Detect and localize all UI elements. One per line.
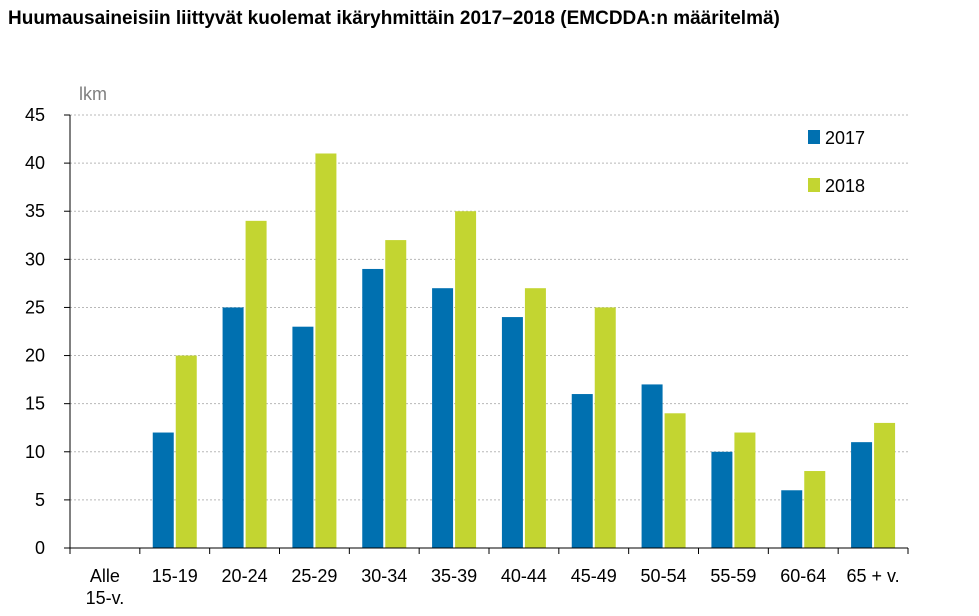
y-tick-label: 30: [25, 249, 45, 269]
legend: 2017 2018: [808, 128, 865, 196]
x-tick-label: 20-24: [222, 566, 268, 586]
bar-2017: [711, 451, 733, 548]
bar-2018: [455, 211, 477, 548]
x-tick-label: 40-44: [501, 566, 547, 586]
x-tick-label: 60-64: [780, 566, 826, 586]
x-tick-label: 15-v.: [86, 588, 125, 608]
bar-2018: [804, 471, 826, 548]
bar-2017: [641, 384, 663, 548]
bar-2018: [524, 288, 546, 548]
bar-2018: [734, 432, 756, 548]
bar-2018: [245, 220, 267, 548]
chart-title: Huumausaineisiin liittyvät kuolemat ikär…: [8, 8, 780, 29]
bar-2017: [152, 432, 174, 548]
y-tick-label: 25: [25, 297, 45, 317]
bar-2017: [501, 317, 523, 548]
y-axis: 0 5 10 15 20 25 30 35 40 45: [25, 105, 71, 558]
legend-label-2018: 2018: [825, 176, 865, 196]
x-tick-label: 50-54: [641, 566, 687, 586]
x-tick-label: 45-49: [571, 566, 617, 586]
y-tick-label: 5: [35, 490, 45, 510]
bar-2018: [594, 307, 616, 548]
bar-2018: [315, 153, 337, 548]
y-tick-label: 20: [25, 346, 45, 366]
x-tick-label: Alle: [90, 566, 120, 586]
bar-2017: [781, 490, 803, 548]
x-tick-label: 25-29: [291, 566, 337, 586]
bar-2018: [874, 422, 896, 548]
legend-swatch-2017: [808, 130, 820, 144]
x-tick-label: 35-39: [431, 566, 477, 586]
bar-2017: [571, 394, 593, 548]
y-tick-label: 10: [25, 442, 45, 462]
x-tick-label: 55-59: [710, 566, 756, 586]
bar-2017: [851, 442, 873, 548]
y-tick-label: 35: [25, 201, 45, 221]
bar-2018: [385, 240, 407, 549]
bar-2018: [664, 413, 686, 548]
y-tick-label: 45: [25, 105, 45, 125]
y-axis-unit-label: lkm: [79, 84, 107, 104]
bar-2017: [222, 307, 244, 548]
x-tick-label: 65 + v.: [846, 566, 899, 586]
y-tick-label: 15: [25, 394, 45, 414]
x-tick-label: 30-34: [361, 566, 407, 586]
legend-label-2017: 2017: [825, 128, 865, 148]
y-tick-label: 0: [35, 538, 45, 558]
bar-2017: [432, 288, 454, 548]
bar-2017: [292, 326, 314, 548]
x-tick-label: 15-19: [152, 566, 198, 586]
legend-swatch-2018: [808, 178, 820, 192]
y-tick-label: 40: [25, 153, 45, 173]
bar-2017: [362, 268, 384, 548]
bar-2018: [175, 355, 197, 548]
bars: [152, 153, 896, 549]
